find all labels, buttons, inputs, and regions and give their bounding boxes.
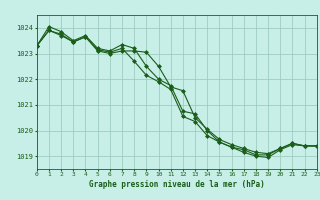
X-axis label: Graphe pression niveau de la mer (hPa): Graphe pression niveau de la mer (hPa) <box>89 180 265 189</box>
